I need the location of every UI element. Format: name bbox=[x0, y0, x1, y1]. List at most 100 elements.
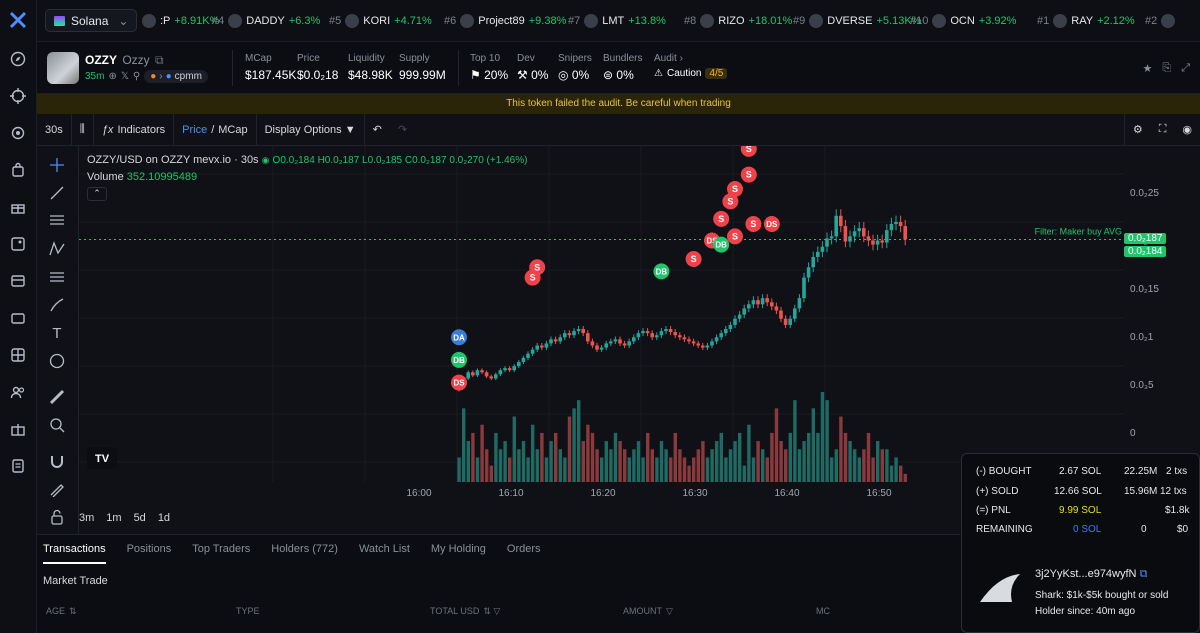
price-axis[interactable]: 0.0₂250.0₂20.0₂150.0₂10.0₃500.0₂1870.0₂1… bbox=[1124, 146, 1200, 498]
zoom-tool-icon[interactable] bbox=[48, 416, 66, 434]
x-icon[interactable]: 𝕏 bbox=[120, 71, 129, 82]
tab-holders[interactable]: Holders (772) bbox=[271, 542, 338, 555]
users-icon[interactable] bbox=[9, 383, 27, 401]
redo-icon[interactable]: ↷ bbox=[397, 124, 408, 136]
emoji-tool-icon[interactable] bbox=[48, 352, 66, 370]
wallet-address[interactable]: 3j2YyKst...e974wyfN ⧉ bbox=[1035, 568, 1147, 581]
trade-marker[interactable] bbox=[722, 193, 739, 210]
wallet-icon[interactable] bbox=[9, 272, 27, 290]
undo-icon[interactable]: ↶ bbox=[372, 124, 382, 136]
ruler-tool-icon[interactable] bbox=[48, 388, 66, 406]
fullscreen-icon[interactable]: ⛶ bbox=[1158, 123, 1167, 135]
column-header[interactable]: TYPE bbox=[236, 606, 260, 616]
dex-pill[interactable]: ● › ● cpmm bbox=[144, 70, 208, 83]
tab-top[interactable]: Top Traders bbox=[192, 542, 251, 555]
ticker-item[interactable]: #1 RAY +2.12% bbox=[1037, 14, 1135, 28]
trade-marker[interactable] bbox=[740, 146, 757, 157]
ticker-item[interactable]: #9 DVERSE +5.13K% bbox=[793, 14, 921, 28]
search-icon[interactable]: ⚲ bbox=[132, 71, 141, 82]
fib-tool-icon[interactable] bbox=[48, 212, 66, 230]
ticker-item[interactable]: #8 RIZO +18.01% bbox=[684, 14, 792, 28]
trade-marker[interactable] bbox=[713, 210, 730, 227]
trade-marker[interactable] bbox=[727, 228, 743, 245]
trade-marker[interactable] bbox=[451, 374, 467, 391]
indicators-button[interactable]: ƒx Indicators bbox=[94, 113, 175, 146]
trade-marker[interactable] bbox=[451, 329, 467, 346]
camera-icon[interactable]: ◉ bbox=[1182, 124, 1192, 136]
candle-type-button[interactable]: ⫼ bbox=[72, 113, 94, 146]
range-button[interactable]: 3m bbox=[79, 512, 95, 524]
crosshair-icon[interactable] bbox=[9, 87, 27, 105]
display-options-button[interactable]: Display Options ▼ bbox=[257, 113, 365, 146]
price-mcap-toggle[interactable]: Price / MCap bbox=[174, 113, 257, 146]
brush-tool-icon[interactable] bbox=[48, 296, 66, 314]
tab-orders[interactable]: Orders bbox=[506, 542, 541, 555]
ticker-item[interactable]: #4 DADDY +6.3% bbox=[212, 14, 320, 28]
ticker-item[interactable]: #10 OCN +3.92% bbox=[910, 14, 1016, 28]
expand-icon[interactable]: ⤢ bbox=[1181, 62, 1190, 74]
gift-icon[interactable] bbox=[9, 198, 27, 216]
wallet-address-text[interactable]: 3j2YyKst...e974wyfN bbox=[1035, 568, 1137, 580]
column-header[interactable]: AMOUNT ▽ bbox=[623, 606, 673, 617]
trade-marker[interactable] bbox=[653, 263, 670, 280]
sort-icon[interactable]: ▽ bbox=[666, 606, 673, 616]
text-tool-icon[interactable]: T bbox=[52, 324, 62, 342]
trade-marker[interactable] bbox=[451, 351, 467, 368]
column-header[interactable]: MC bbox=[816, 606, 830, 616]
trade-marker[interactable] bbox=[763, 216, 780, 233]
sort-icon[interactable]: ⇅ bbox=[69, 606, 77, 616]
compass-icon[interactable] bbox=[9, 50, 27, 68]
range-button[interactable]: 1m bbox=[106, 512, 122, 524]
image-icon[interactable] bbox=[9, 235, 27, 253]
audit-stat[interactable]: Audit › ⚠ Caution 4/5 bbox=[654, 53, 728, 79]
target-icon[interactable] bbox=[9, 124, 27, 142]
price-toggle[interactable]: Price bbox=[182, 123, 208, 136]
copy-address-icon[interactable]: ⧉ bbox=[1139, 568, 1148, 580]
tab-my[interactable]: My Holding bbox=[430, 542, 486, 555]
trade-marker[interactable] bbox=[685, 251, 702, 268]
column-header[interactable]: TOTAL USD ⇅ ▽ bbox=[430, 606, 500, 617]
trade-marker[interactable] bbox=[727, 181, 743, 198]
trade-marker[interactable] bbox=[745, 216, 762, 233]
price-chart[interactable]: 16:00 16:10 16:20 16:30 16:40 16:50 Filter: Ma… bbox=[79, 146, 1124, 498]
ticker-item[interactable]: #7 LMT +13.8% bbox=[568, 14, 666, 28]
pattern-tool-icon[interactable] bbox=[48, 240, 66, 258]
tradingview-logo[interactable] bbox=[87, 447, 117, 469]
collapse-legend-icon[interactable]: ⌃ bbox=[87, 187, 107, 201]
crosshair-tool-icon[interactable] bbox=[48, 156, 66, 174]
position-tool-icon[interactable] bbox=[48, 268, 66, 286]
trade-marker[interactable] bbox=[740, 166, 757, 183]
ticker-item[interactable]: #5 KORI +4.71% bbox=[329, 14, 432, 28]
tab-watch[interactable]: Watch List bbox=[358, 542, 410, 555]
share-icon[interactable]: ⎘ bbox=[1162, 62, 1172, 74]
tab-positions[interactable]: Positions bbox=[126, 542, 172, 555]
trade-marker[interactable] bbox=[713, 236, 730, 253]
lock-draw-icon[interactable] bbox=[48, 480, 66, 498]
copy-icon[interactable]: ⧉ bbox=[155, 53, 164, 67]
range-button[interactable]: 5d bbox=[133, 512, 146, 524]
globe-icon[interactable]: ⊕ bbox=[108, 71, 117, 82]
logo-icon[interactable] bbox=[9, 11, 27, 29]
trade-marker[interactable] bbox=[529, 259, 546, 276]
tab-transactions[interactable]: Transactions bbox=[43, 537, 106, 564]
range-button[interactable]: 1d bbox=[157, 512, 171, 524]
trendline-tool-icon[interactable] bbox=[48, 184, 66, 202]
bag-icon[interactable] bbox=[9, 161, 27, 179]
ticker-item[interactable]: #2 bbox=[1145, 14, 1176, 28]
column-header[interactable]: AGE ⇅ bbox=[46, 606, 77, 617]
report-icon[interactable] bbox=[9, 457, 27, 475]
present-icon[interactable] bbox=[9, 420, 27, 438]
folder-icon[interactable] bbox=[9, 309, 27, 327]
ticker-item[interactable]: :P +8.91K% bbox=[142, 14, 219, 28]
lock-icon[interactable] bbox=[48, 508, 66, 526]
grid-icon[interactable] bbox=[9, 346, 27, 364]
sort-icon[interactable]: ⇅ ▽ bbox=[483, 606, 501, 616]
mcap-toggle[interactable]: MCap bbox=[218, 123, 248, 136]
chain-selector[interactable]: Solana ⌄ bbox=[45, 9, 137, 32]
interval-button[interactable]: 30s bbox=[37, 113, 72, 146]
settings-icon[interactable]: ⚙ bbox=[1123, 113, 1151, 146]
ticker-item[interactable]: #6 Project89 +9.38% bbox=[444, 14, 566, 28]
audit-label[interactable]: Audit › bbox=[654, 53, 683, 64]
star-icon[interactable]: ★ bbox=[1142, 63, 1153, 75]
magnet-tool-icon[interactable] bbox=[48, 452, 66, 470]
